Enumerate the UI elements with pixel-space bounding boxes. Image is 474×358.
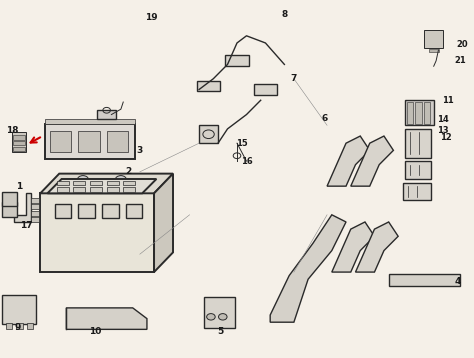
Polygon shape	[40, 174, 173, 193]
Bar	[90, 181, 102, 185]
Bar	[407, 102, 413, 124]
Polygon shape	[270, 215, 346, 322]
Bar	[107, 131, 128, 152]
Bar	[123, 181, 135, 185]
Circle shape	[77, 176, 89, 184]
Bar	[225, 55, 249, 66]
Polygon shape	[14, 193, 31, 222]
Polygon shape	[356, 222, 398, 272]
Bar	[6, 323, 12, 329]
Polygon shape	[327, 136, 370, 186]
Text: 14: 14	[438, 115, 449, 125]
Polygon shape	[389, 274, 460, 286]
Text: 17: 17	[20, 221, 32, 230]
Bar	[2, 192, 17, 206]
Text: 18: 18	[6, 126, 18, 135]
Bar	[424, 30, 443, 48]
Bar	[405, 161, 431, 179]
Text: 3: 3	[137, 146, 143, 155]
Bar	[107, 181, 118, 185]
Bar	[254, 84, 277, 95]
Circle shape	[219, 314, 227, 320]
Text: 6: 6	[321, 113, 328, 123]
Bar	[123, 187, 135, 192]
Circle shape	[115, 176, 127, 184]
Text: 4: 4	[454, 276, 461, 286]
Bar	[31, 217, 39, 222]
Polygon shape	[154, 174, 173, 272]
Bar	[429, 49, 439, 52]
Text: 10: 10	[89, 326, 101, 336]
Text: 5: 5	[217, 326, 224, 336]
Bar	[199, 125, 218, 143]
Bar	[55, 204, 71, 218]
Bar	[45, 124, 135, 159]
Circle shape	[207, 314, 215, 320]
Bar	[13, 147, 25, 151]
Bar	[424, 102, 430, 124]
Text: 15: 15	[236, 139, 247, 148]
Text: 7: 7	[291, 74, 297, 83]
Polygon shape	[47, 179, 156, 193]
Bar	[50, 131, 71, 152]
Text: 12: 12	[440, 133, 451, 142]
Bar	[16, 323, 23, 329]
Polygon shape	[332, 222, 374, 272]
Bar	[13, 135, 25, 140]
Bar	[204, 297, 235, 328]
Text: 2: 2	[125, 167, 131, 176]
Bar	[73, 181, 85, 185]
Bar	[126, 204, 142, 218]
Bar	[31, 204, 39, 209]
Bar	[107, 187, 118, 192]
Text: 8: 8	[281, 10, 288, 19]
Polygon shape	[351, 136, 393, 186]
Bar	[97, 110, 116, 119]
Bar	[197, 81, 220, 91]
Text: 19: 19	[146, 13, 158, 23]
Text: 13: 13	[438, 126, 449, 135]
Text: 11: 11	[442, 96, 454, 105]
Bar	[73, 187, 85, 192]
Text: 20: 20	[456, 40, 468, 49]
Text: 21: 21	[454, 56, 465, 66]
Text: 1: 1	[16, 182, 22, 191]
Text: 16: 16	[241, 156, 252, 166]
Text: 9: 9	[15, 323, 21, 332]
Bar	[102, 204, 118, 218]
Bar	[90, 187, 102, 192]
Bar	[2, 295, 36, 324]
Bar	[405, 129, 431, 158]
Bar	[27, 323, 33, 329]
Bar	[31, 211, 39, 216]
Bar	[405, 100, 434, 125]
Bar	[13, 141, 25, 145]
Polygon shape	[40, 193, 154, 272]
Bar	[12, 132, 26, 152]
Bar	[78, 131, 100, 152]
Bar	[78, 204, 95, 218]
Bar	[403, 183, 431, 200]
Bar	[2, 202, 17, 217]
Bar	[57, 181, 69, 185]
Bar	[45, 119, 135, 124]
Polygon shape	[66, 308, 147, 329]
Bar	[415, 102, 422, 124]
Bar	[31, 198, 39, 203]
Bar	[57, 187, 69, 192]
